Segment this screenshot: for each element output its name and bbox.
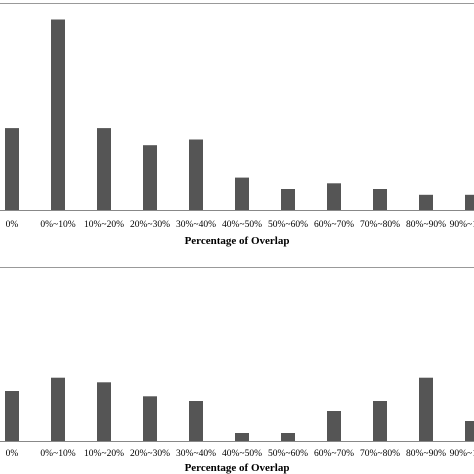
x-tick-label: 0%~10%	[40, 449, 75, 459]
x-tick-label: 10%~20%	[84, 449, 124, 459]
x-tick-label: 60%~70%	[314, 220, 354, 230]
x-axis-title: Percentage of Overlap	[185, 462, 290, 474]
bar-8	[373, 401, 387, 441]
bars-group	[5, 377, 474, 441]
x-tick-label: 0%~10%	[40, 220, 75, 230]
x-tick-label: 80%~90%	[406, 220, 446, 230]
bar-6	[281, 433, 295, 441]
x-axis-title: Percentage of Overlap	[185, 235, 290, 247]
x-tick-label: 70%~80%	[360, 220, 400, 230]
x-tick-label: 0%	[6, 449, 19, 459]
bar-10	[465, 421, 474, 441]
x-tick-label: 90%~100%	[450, 449, 474, 459]
bar-9	[419, 194, 433, 210]
x-tick-label: 20%~30%	[130, 220, 170, 230]
x-tick-label: 40%~50%	[222, 220, 262, 230]
x-tick-label: 90%~100%	[450, 220, 474, 230]
bar-9	[419, 377, 433, 441]
bar-4	[189, 401, 203, 441]
x-tick-label: 30%~40%	[176, 220, 216, 230]
x-tick-label: 60%~70%	[314, 449, 354, 459]
x-tick-label: 30%~40%	[176, 449, 216, 459]
chart-panel-top: 0% 0%~10% 10%~20% 20%~30% 30%~40% 40%~50% 50%~…	[0, 3, 474, 247]
bar-8	[373, 189, 387, 210]
bar-5	[235, 433, 249, 441]
bar-10	[465, 194, 474, 210]
x-tick-label: 10%~20%	[84, 220, 124, 230]
tick-labels-group: 0% 0%~10% 10%~20% 20%~30% 30%~40% 40%~50% 50%~…	[6, 449, 474, 459]
x-tick-label: 50%~60%	[268, 449, 308, 459]
bar-5	[235, 177, 249, 210]
bar-4	[189, 139, 203, 210]
x-tick-label: 50%~60%	[268, 220, 308, 230]
bar-7	[327, 411, 341, 441]
bar-1	[51, 19, 65, 210]
x-tick-label: 20%~30%	[130, 449, 170, 459]
x-tick-label: 70%~80%	[360, 449, 400, 459]
x-tick-label: 0%	[6, 220, 19, 230]
bar-0	[5, 128, 19, 210]
bar-3	[143, 396, 157, 441]
bar-6	[281, 189, 295, 210]
bar-7	[327, 183, 341, 210]
bar-1	[51, 377, 65, 441]
bar-0	[5, 391, 19, 441]
bar-3	[143, 145, 157, 210]
chart-panel-bottom: 0% 0%~10% 10%~20% 20%~30% 30%~40% 40%~50% 50%~…	[0, 267, 474, 474]
bar-2	[97, 128, 111, 210]
bars-group	[5, 19, 474, 210]
bar-2	[97, 382, 111, 441]
x-tick-label: 80%~90%	[406, 449, 446, 459]
x-tick-label: 40%~50%	[222, 449, 262, 459]
tick-labels-group: 0% 0%~10% 10%~20% 20%~30% 30%~40% 40%~50% 50%~…	[6, 220, 474, 230]
